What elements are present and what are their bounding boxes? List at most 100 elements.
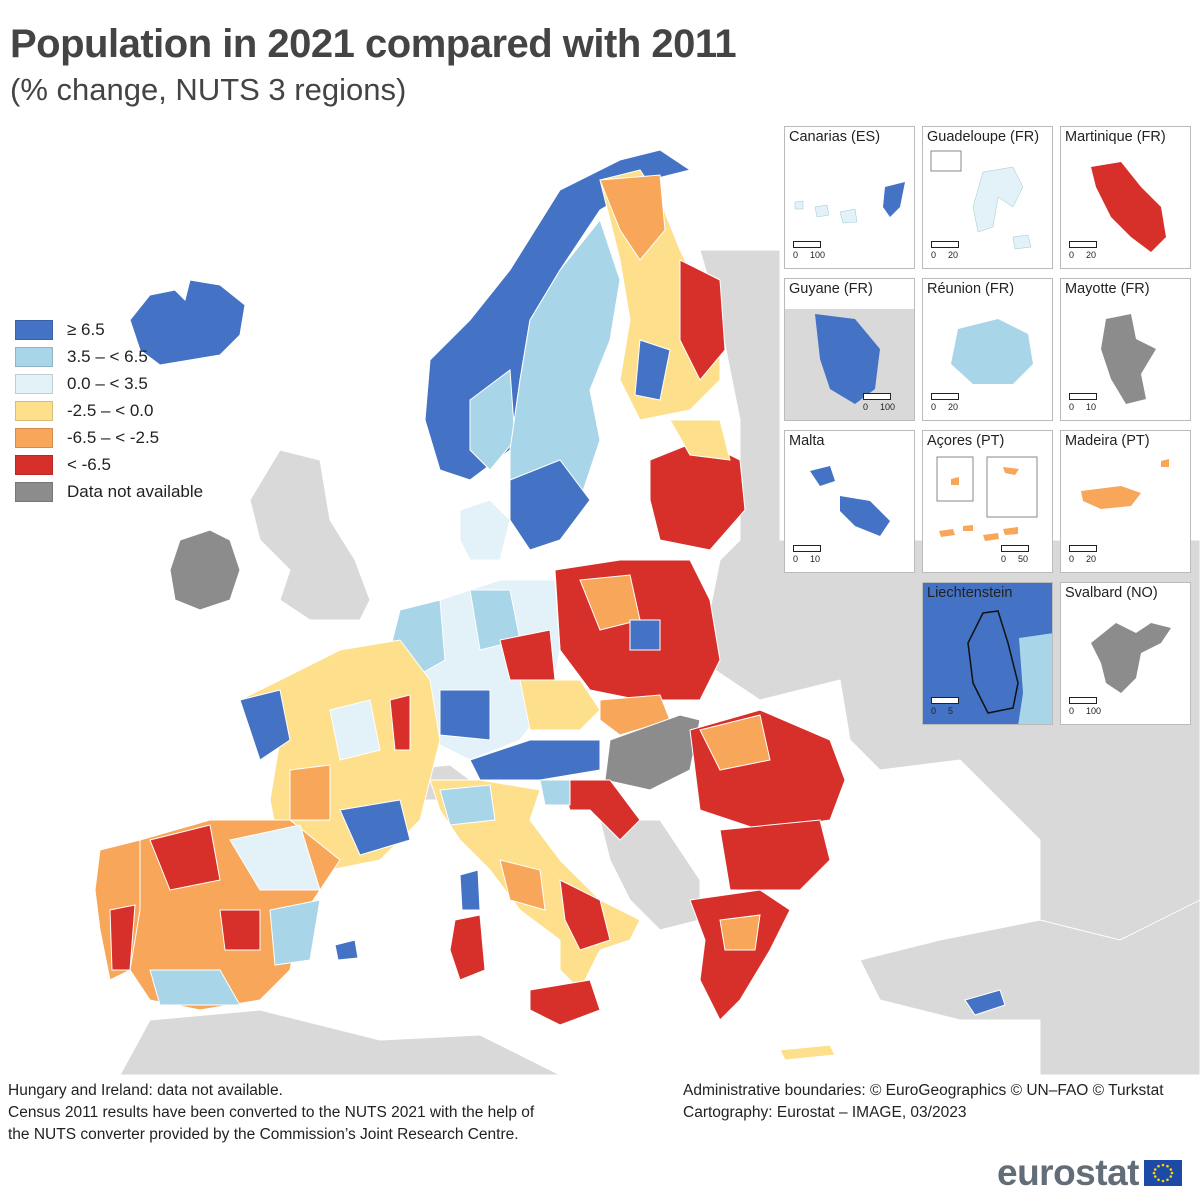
legend-item: -6.5 – < -2.5: [15, 424, 203, 451]
page-subtitle: (% change, NUTS 3 regions): [10, 72, 407, 107]
scale-start: 0: [863, 402, 869, 412]
page-title: Population in 2021 compared with 2011: [10, 22, 737, 66]
scale-start: 0: [1069, 250, 1075, 260]
inset-title: Réunion (FR): [927, 281, 1015, 297]
balearic: [334, 939, 359, 961]
sicily: [529, 979, 601, 1026]
legend-swatch: [15, 346, 53, 367]
eu-flag-icon: [1143, 1160, 1182, 1186]
inset-title: Malta: [789, 433, 825, 449]
scale-bar: 0 20: [1069, 241, 1097, 260]
greece: [689, 889, 791, 1021]
inset-canarias: Canarias (ES) 0 100: [784, 126, 915, 269]
scale-end: 100: [1086, 706, 1102, 716]
legend-item: -2.5 – < 0.0: [15, 397, 203, 424]
inset-svalbard-shapes: [1091, 623, 1171, 693]
footnote-line: Census 2011 results have been converted …: [8, 1104, 535, 1121]
scale-bar: 0 10: [1069, 393, 1097, 412]
inset-title: Açores (PT): [927, 433, 1005, 449]
scale-end: 20: [948, 402, 959, 412]
legend-swatch: [15, 454, 53, 475]
legend-item: 0.0 – < 3.5: [15, 370, 203, 397]
denmark: [459, 499, 511, 561]
scale-bar: 0 100: [863, 393, 895, 412]
credits-line: Cartography: Eurostat – IMAGE, 03/2023: [683, 1104, 967, 1121]
legend-label: ≥ 6.5: [67, 319, 105, 339]
scale-end: 20: [1086, 250, 1097, 260]
scale-end: 20: [948, 250, 959, 260]
croatia: [559, 779, 641, 841]
eurostat-logo: eurostat: [997, 1152, 1182, 1194]
legend-item: < -6.5: [15, 451, 203, 478]
scale-start: 0: [931, 402, 937, 412]
scale-start: 0: [793, 554, 799, 564]
inset-title: Canarias (ES): [789, 129, 881, 145]
scale-bar: 0 20: [931, 393, 959, 412]
legend-item: 3.5 – < 6.5: [15, 343, 203, 370]
credits: Administrative boundaries: © EuroGeograp…: [683, 1080, 1164, 1124]
inset-malta-shapes: [810, 466, 890, 536]
scale-end: 5: [948, 706, 954, 716]
scale-bar: 0 10: [793, 545, 821, 564]
corsica: [459, 869, 481, 911]
inset-title: Madeira (PT): [1065, 433, 1150, 449]
logo-text: eurostat: [997, 1152, 1139, 1193]
credits-line: Administrative boundaries: © EuroGeograp…: [683, 1082, 1164, 1099]
inset-acores: Açores (PT) 0 50: [922, 430, 1053, 573]
inset-canarias-shapes: [794, 182, 905, 224]
scale-end: 10: [1086, 402, 1097, 412]
inset-acores-shapes: [936, 456, 1038, 541]
scale-end: 100: [880, 402, 896, 412]
inset-guyane-shapes: [785, 309, 914, 420]
scale-bar: 0 100: [793, 241, 825, 260]
inset-reunion: Réunion (FR) 0 20: [922, 278, 1053, 421]
legend: ≥ 6.5 3.5 – < 6.5 0.0 – < 3.5 -2.5 – < 0…: [15, 316, 203, 505]
iceland: [129, 279, 246, 366]
scale-bar: 0 20: [931, 241, 959, 260]
inset-mayotte: Mayotte (FR) 0 10: [1060, 278, 1191, 421]
inset-svalbard: Svalbard (NO) 0 100: [1060, 582, 1191, 725]
cyprus: [964, 989, 1006, 1016]
inset-madeira: Madeira (PT) 0 20: [1060, 430, 1191, 573]
legend-label: 0.0 – < 3.5: [67, 373, 148, 393]
legend-label: -6.5 – < -2.5: [67, 427, 160, 447]
scale-start: 0: [1069, 706, 1075, 716]
crete: [779, 1044, 836, 1061]
scale-bar: 0 50: [1001, 545, 1029, 564]
scale-end: 20: [1086, 554, 1097, 564]
sweden: [509, 218, 621, 551]
inset-guadeloupe: Guadeloupe (FR) 0 20: [922, 126, 1053, 269]
scale-start: 0: [1069, 402, 1075, 412]
footnote-line: Hungary and Ireland: data not available.: [8, 1082, 283, 1099]
bulgaria: [719, 819, 831, 891]
legend-label: 3.5 – < 6.5: [67, 346, 148, 366]
inset-martinique: Martinique (FR) 0 20: [1060, 126, 1191, 269]
inset-title: Mayotte (FR): [1065, 281, 1150, 297]
sardinia: [449, 914, 486, 981]
scale-end: 100: [810, 250, 826, 260]
ireland: [169, 529, 241, 611]
inset-madeira-shapes: [1081, 459, 1169, 509]
inset-guyane: Guyane (FR) 0 100: [784, 278, 915, 421]
slovenia: [539, 779, 571, 806]
inset-title: Martinique (FR): [1065, 129, 1166, 145]
inset-reunion-shapes: [951, 319, 1033, 384]
scale-end: 10: [810, 554, 821, 564]
inset-mayotte-shapes: [1101, 314, 1156, 404]
footnote: Hungary and Ireland: data not available.…: [8, 1080, 534, 1146]
czechia: [519, 679, 601, 731]
scale-start: 0: [931, 250, 937, 260]
scale-start: 0: [793, 250, 799, 260]
inset-title: Liechtenstein: [927, 585, 1013, 601]
legend-swatch: [15, 373, 53, 394]
scale-bar: 0 20: [1069, 545, 1097, 564]
footnote-line: the NUTS converter provided by the Commi…: [8, 1126, 519, 1143]
inset-title: Guadeloupe (FR): [927, 129, 1040, 145]
legend-label: -2.5 – < 0.0: [67, 400, 154, 420]
scale-start: 0: [1069, 554, 1075, 564]
legend-label: < -6.5: [67, 454, 111, 474]
inset-title: Svalbard (NO): [1065, 585, 1158, 601]
scale-start: 0: [1001, 554, 1007, 564]
